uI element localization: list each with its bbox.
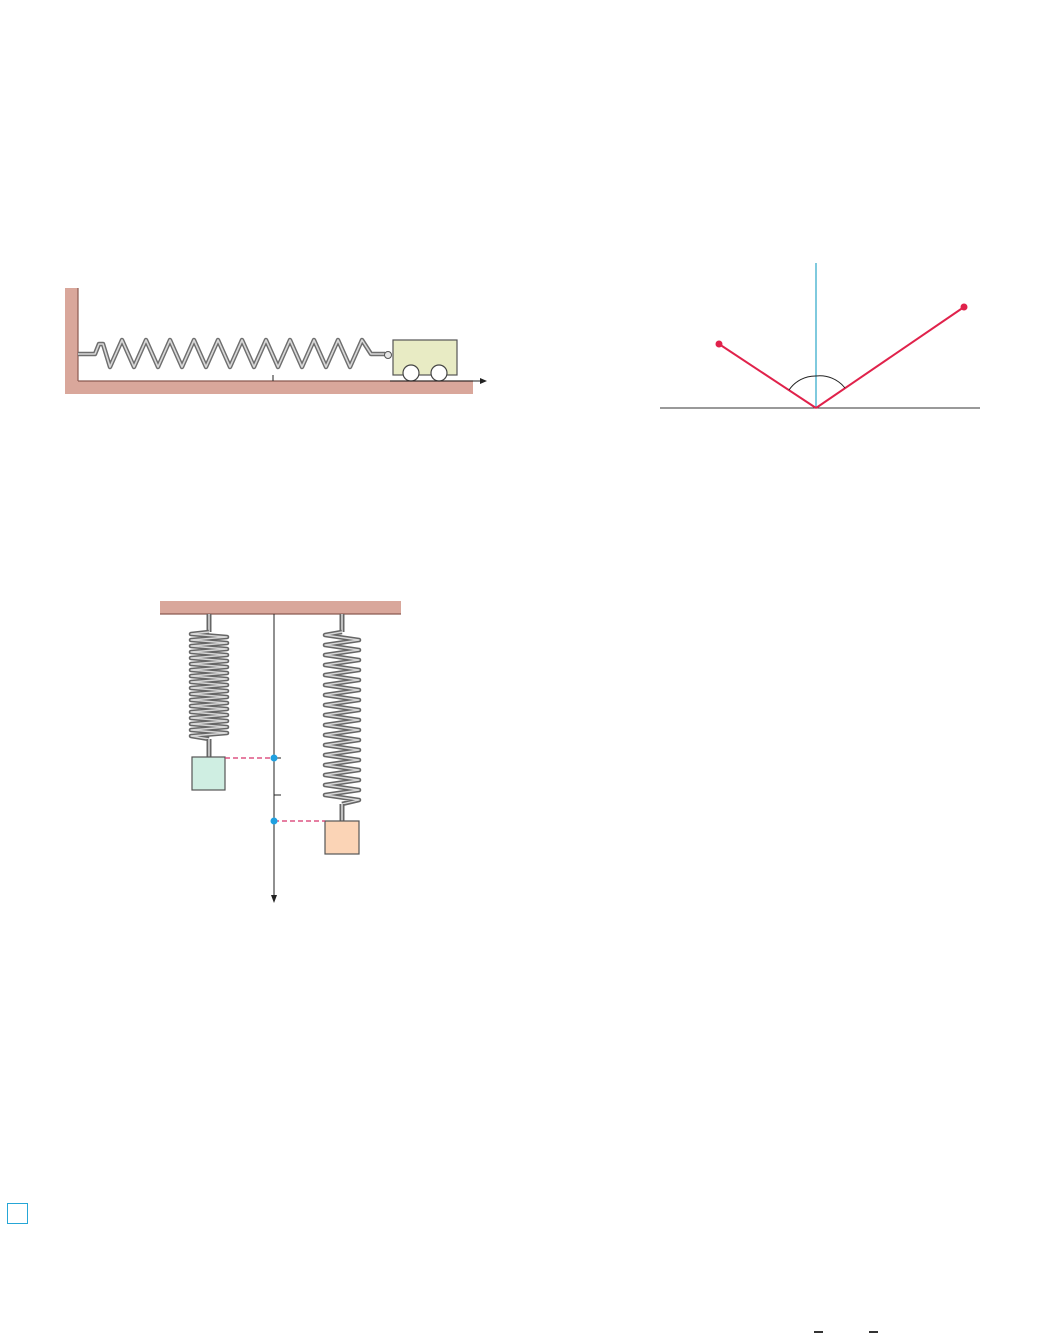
cart <box>392 339 458 376</box>
left-spring <box>188 614 230 757</box>
figure-hanging-springs <box>160 601 401 903</box>
ceiling <box>160 601 401 614</box>
right-mass <box>324 820 360 855</box>
left-mass <box>191 756 226 791</box>
figure-reflection <box>660 263 980 409</box>
cart-wheel-left <box>402 364 420 382</box>
overbar-mark-2 <box>869 1331 878 1333</box>
spring-connector <box>384 351 392 359</box>
cart-wheel-right <box>430 364 448 382</box>
reflected-point <box>960 303 968 311</box>
right-spring <box>322 614 362 821</box>
reflected-ray <box>815 306 965 409</box>
angle-arc-reflection <box>815 375 846 389</box>
floor <box>65 381 473 394</box>
square-marker-icon <box>7 1203 28 1224</box>
incident-ray <box>718 343 817 409</box>
right-level-point <box>270 817 278 825</box>
wall <box>65 288 78 391</box>
overbar-mark-1 <box>814 1331 823 1333</box>
figure-spring-cart <box>65 288 487 394</box>
y-axis-arrow <box>271 895 277 903</box>
left-level-point <box>270 754 278 762</box>
incident-point <box>715 340 723 348</box>
angle-arc-incidence <box>788 375 817 391</box>
x-axis-arrow <box>480 378 487 384</box>
